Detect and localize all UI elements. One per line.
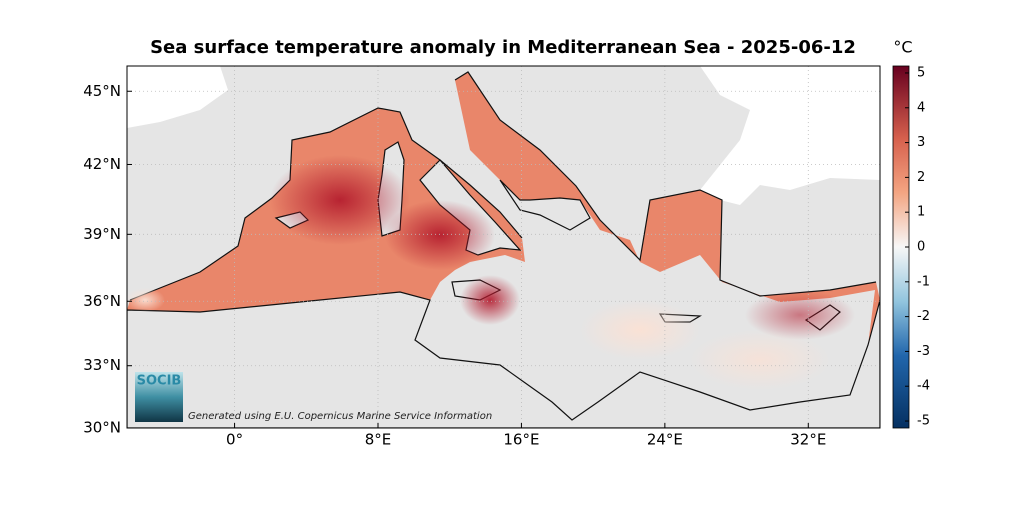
colorbar-tick-label: -3	[917, 344, 930, 359]
colorbar-tick-label: 5	[917, 65, 925, 80]
y-tick-label: 30°N	[83, 419, 121, 437]
colorbar-tick-label: -4	[917, 379, 930, 394]
colorbar-tick-label: 2	[917, 170, 925, 185]
outside-region	[700, 66, 880, 205]
colorbar-tick-label: 0	[917, 240, 925, 255]
map-title: Sea surface temperature anomaly in Medit…	[150, 37, 856, 58]
colorbar-tick-label: -5	[917, 414, 930, 429]
x-tick-label: 32°E	[790, 431, 826, 449]
y-tick-label: 42°N	[83, 155, 121, 173]
colorbar-tick-label: -1	[917, 274, 930, 289]
colorbar-tick-label: 3	[917, 135, 925, 150]
axes: 30°N 33°N 36°N 39°N 42°N 45°N 0° 8°E 16°E 24°E 32°…	[83, 65, 930, 448]
x-tick-label: 16°E	[503, 431, 539, 449]
outside-region	[127, 66, 228, 128]
x-tick-label: 8°E	[365, 431, 392, 449]
anomaly-shading	[127, 155, 855, 390]
logo	[135, 372, 183, 422]
colorbar-tick-label: 4	[917, 100, 925, 115]
y-tick-label: 39°N	[83, 225, 121, 243]
map-frame	[126, 65, 881, 429]
y-tick-label: 33°N	[83, 356, 121, 374]
map-area	[127, 66, 880, 428]
colorbar-tick-label: 1	[917, 205, 925, 220]
credit: Generated using E.U. Copernicus Marine S…	[188, 411, 492, 422]
y-tick-label: 45°N	[83, 82, 121, 100]
y-tick-label: 36°N	[83, 292, 121, 310]
x-tick-label: 24°E	[647, 431, 683, 449]
logo-text: SOCIB	[137, 374, 182, 389]
x-tick-label: 0°	[226, 431, 243, 449]
colorbar-tick-label: -2	[917, 309, 930, 324]
colorbar-label: °C	[893, 38, 912, 57]
grid	[127, 66, 880, 428]
